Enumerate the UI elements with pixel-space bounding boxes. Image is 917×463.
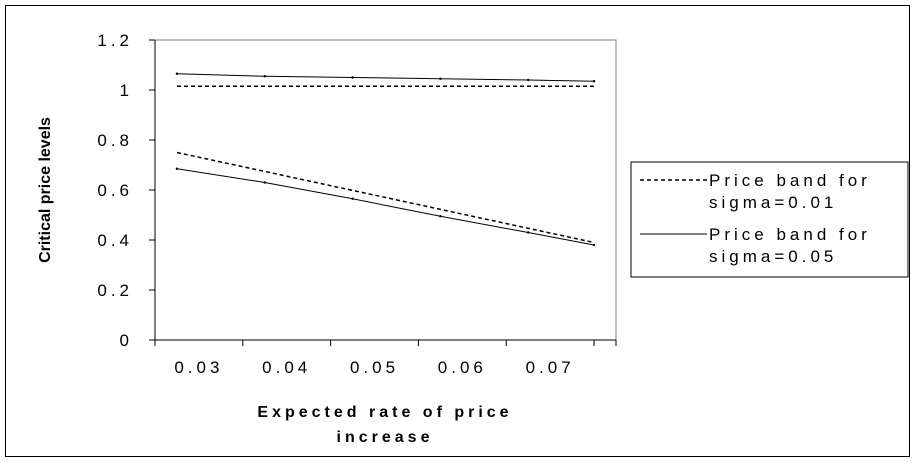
x-tick-label: 0.03	[174, 358, 223, 377]
data-point-lower	[263, 181, 266, 184]
axes: 0 0.2 0.4 0.6 0.8 1 1.2 0.03 0.04 0.05 0.06 0.07	[97, 31, 617, 377]
legend: Price band for sigma=0.01 Price band for…	[630, 161, 909, 278]
data-point-upper	[439, 77, 442, 80]
y-tick-label: 0.8	[97, 131, 133, 150]
x-tick-label: 0.04	[262, 358, 311, 377]
y-tick-label: 0.6	[97, 181, 133, 200]
legend-label-2-line-2: sigma=0.05	[709, 247, 837, 266]
y-tick-label: 1	[120, 81, 133, 100]
data-point-upper	[351, 76, 354, 79]
legend-box	[630, 161, 909, 278]
x-axis-title-line-1: Expected rate of price	[257, 404, 512, 421]
x-tick-label: 0.06	[438, 358, 487, 377]
plot-border	[154, 39, 617, 341]
series-line-solid-upper	[176, 73, 595, 82]
x-tick-label: 0.07	[526, 358, 575, 377]
series-line-solid-lower	[176, 168, 595, 246]
data-point-upper	[592, 80, 596, 83]
plot-area	[154, 39, 617, 341]
legend-label-1-line-1: Price band for	[709, 171, 871, 190]
legend-label-1-line-2: sigma=0.01	[709, 193, 837, 212]
data-point-lower	[526, 231, 530, 234]
x-tick-label: 0.05	[350, 358, 399, 377]
data-point-lower	[351, 197, 354, 200]
data-point-lower	[439, 215, 442, 218]
series-line-dashed-lower	[176, 151, 595, 244]
y-axis-title: Critical price levels	[37, 117, 54, 263]
data-point-upper	[175, 72, 179, 75]
series-group	[175, 72, 596, 247]
x-axis-title-line-2: increase	[337, 429, 434, 446]
data-point-upper	[263, 75, 266, 78]
data-point-upper	[526, 78, 530, 82]
y-tick-label: 0.2	[97, 281, 133, 300]
data-point-lower	[592, 243, 596, 247]
y-tick-label: 0.4	[97, 231, 133, 250]
data-point-lower	[175, 167, 179, 170]
y-tick-label: 1.2	[97, 31, 133, 50]
legend-label-2-line-1: Price band for	[709, 225, 871, 244]
y-tick-label: 0	[120, 331, 133, 350]
